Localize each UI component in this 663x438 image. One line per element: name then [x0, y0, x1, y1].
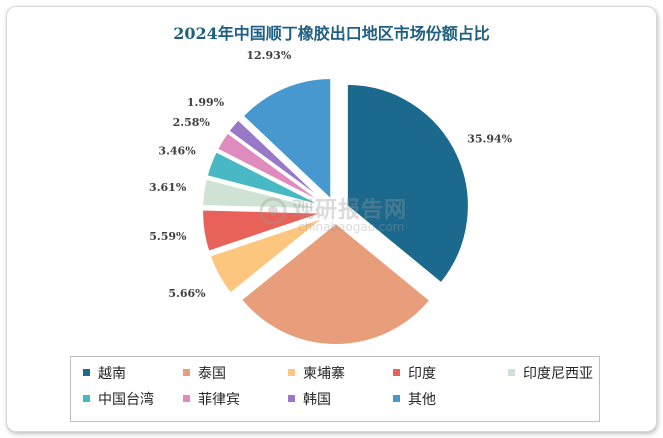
- pie-slice-vietnam: [345, 82, 470, 285]
- legend-item-philippines: 菲律宾: [183, 389, 240, 411]
- legend-label-korea: 韩国: [303, 392, 331, 408]
- legend-item-korea: 韩国: [288, 389, 331, 411]
- legend-label-vietnam: 越南: [98, 366, 126, 382]
- data-label-indonesia: 3.61%: [149, 181, 187, 194]
- legend-label-other: 其他: [408, 392, 436, 408]
- watermark-main-text: 观研报告网: [292, 198, 408, 223]
- legend-swatch-korea: [288, 394, 295, 402]
- legend-swatch-thailand: [183, 368, 190, 376]
- legend-swatch-cambodia: [288, 368, 295, 376]
- data-label-india: 5.59%: [149, 230, 187, 243]
- data-label-other: 12.93%: [246, 49, 291, 62]
- chart-legend: 越南 泰国 柬埔寨 印度 印度尼西亚中国台湾 菲律宾 韩国 其他: [70, 356, 600, 422]
- legend-swatch-indonesia: [508, 368, 515, 376]
- legend-label-indonesia: 印度尼西亚: [523, 366, 593, 382]
- legend-item-taiwan: 中国台湾: [83, 389, 154, 411]
- data-label-taiwan: 3.46%: [158, 145, 196, 158]
- legend-item-vietnam: 越南: [83, 363, 126, 385]
- legend-item-india: 印度: [393, 363, 436, 385]
- legend-label-thailand: 泰国: [198, 366, 226, 382]
- data-label-korea: 1.99%: [187, 96, 225, 109]
- data-label-philippines: 2.58%: [173, 116, 211, 129]
- watermark: 观研报告网 chinabaogao.com: [258, 192, 428, 242]
- legend-swatch-philippines: [183, 394, 190, 402]
- legend-swatch-india: [393, 368, 400, 376]
- data-label-vietnam: 35.94%: [467, 132, 512, 145]
- legend-item-indonesia: 印度尼西亚: [508, 363, 593, 385]
- legend-swatch-vietnam: [83, 368, 90, 376]
- pie-slice-india: [201, 208, 325, 253]
- legend-label-taiwan: 中国台湾: [98, 392, 154, 408]
- pie-slice-philippines: [215, 131, 327, 206]
- chart-title: 2024年中国顺丁橡胶出口地区市场份额占比: [173, 24, 490, 43]
- pie-slice-thailand: [239, 221, 432, 346]
- pie-slice-indonesia: [201, 177, 325, 211]
- watermark-logo-icon: [259, 197, 287, 225]
- data-label-cambodia: 5.66%: [168, 287, 206, 300]
- legend-swatch-taiwan: [83, 394, 90, 402]
- pie-slice-taiwan: [205, 150, 326, 208]
- pie-slice-cambodia: [208, 215, 327, 295]
- legend-item-other: 其他: [393, 389, 436, 411]
- watermark-sub-text: chinabaogao.com: [298, 220, 405, 234]
- legend-label-philippines: 菲律宾: [198, 392, 240, 408]
- legend-label-cambodia: 柬埔寨: [303, 366, 345, 382]
- legend-swatch-other: [393, 394, 400, 402]
- pie-slice-other: [241, 76, 333, 203]
- legend-item-cambodia: 柬埔寨: [288, 363, 345, 385]
- pie-slice-korea: [227, 117, 328, 205]
- legend-item-thailand: 泰国: [183, 363, 226, 385]
- legend-label-india: 印度: [408, 366, 436, 382]
